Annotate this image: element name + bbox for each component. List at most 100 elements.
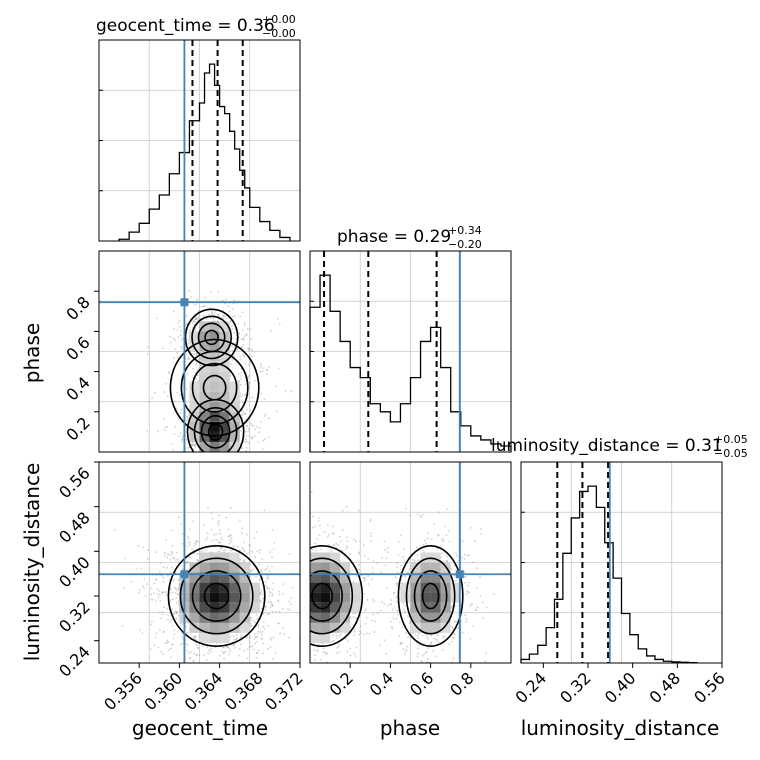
joint-phase-luminosity_distance-point xyxy=(297,560,299,562)
joint-geocent_time-luminosity_distance-point xyxy=(153,644,156,647)
joint-phase-luminosity_distance-density-cell xyxy=(350,582,361,593)
joint-geocent_time-luminosity_distance-density-cell xyxy=(239,592,250,603)
joint-phase-luminosity_distance-point xyxy=(405,648,408,651)
joint-geocent_time-luminosity_distance-point xyxy=(169,571,172,574)
xtick-label-geocent_time: 0.368 xyxy=(221,668,267,714)
joint-geocent_time-phase-contour xyxy=(193,407,238,452)
joint-phase-luminosity_distance-point xyxy=(293,593,295,595)
joint-geocent_time-phase-point xyxy=(164,426,167,429)
joint-phase-luminosity_distance-density-cell xyxy=(330,592,341,603)
joint-geocent_time-phase-point xyxy=(179,334,182,336)
joint-phase-luminosity_distance-point xyxy=(400,641,403,644)
joint-phase-luminosity_distance-point xyxy=(303,548,305,550)
joint-geocent_time-phase-density-cell xyxy=(199,441,210,452)
joint-phase-luminosity_distance-density-cell xyxy=(420,612,431,623)
joint-phase-luminosity_distance-point xyxy=(404,611,407,614)
joint-phase-luminosity_distance-point xyxy=(315,665,317,667)
joint-geocent_time-luminosity_distance-point xyxy=(239,669,241,671)
joint-geocent_time-phase-point xyxy=(180,408,183,411)
joint-geocent_time-phase-contour xyxy=(169,338,260,437)
joint-geocent_time-phase-point xyxy=(188,289,191,292)
joint-phase-luminosity_distance-point xyxy=(390,603,392,606)
joint-phase-luminosity_distance-density-cell xyxy=(430,602,441,613)
joint-geocent_time-luminosity_distance-point xyxy=(167,574,169,577)
joint-phase-luminosity_distance-point xyxy=(290,626,292,628)
title-luminosity_distance-minus: −0.05 xyxy=(714,447,748,460)
joint-geocent_time-luminosity_distance-density-cell xyxy=(219,562,230,573)
joint-geocent_time-phase-point xyxy=(236,348,239,351)
xlabel-luminosity_distance: luminosity_distance xyxy=(521,716,720,740)
joint-phase-luminosity_distance-point xyxy=(275,607,277,609)
joint-geocent_time-phase-point xyxy=(165,383,167,385)
joint-phase-luminosity_distance-point xyxy=(359,630,362,633)
joint-geocent_time-phase-point xyxy=(260,463,262,465)
joint-geocent_time-luminosity_distance-point xyxy=(257,630,260,632)
joint-phase-luminosity_distance-point xyxy=(296,601,298,603)
joint-geocent_time-luminosity_distance-point xyxy=(195,644,198,646)
joint-geocent_time-luminosity_distance-point xyxy=(217,541,220,544)
joint-phase-luminosity_distance-point xyxy=(340,540,343,543)
joint-geocent_time-phase-point xyxy=(247,347,250,350)
joint-phase-luminosity_distance-point xyxy=(424,542,427,545)
joint-geocent_time-luminosity_distance-point xyxy=(257,626,259,628)
joint-phase-luminosity_distance-point xyxy=(277,535,279,537)
joint-phase-luminosity_distance-point xyxy=(338,535,341,538)
joint-geocent_time-luminosity_distance-point xyxy=(264,581,267,583)
joint-geocent_time-luminosity_distance-point xyxy=(171,529,174,532)
joint-geocent_time-phase-point xyxy=(187,341,190,344)
joint-geocent_time-luminosity_distance-point xyxy=(229,534,231,537)
joint-geocent_time-luminosity_distance-point xyxy=(248,552,251,554)
joint-geocent_time-phase-point xyxy=(185,419,188,422)
joint-phase-luminosity_distance-point xyxy=(336,646,339,649)
joint-geocent_time-phase-point xyxy=(197,374,199,377)
joint-phase-luminosity_distance-point xyxy=(297,629,299,631)
joint-phase-luminosity_distance-point xyxy=(278,604,280,606)
joint-geocent_time-phase-point xyxy=(178,325,181,328)
joint-geocent_time-phase-point xyxy=(239,378,242,380)
joint-geocent_time-phase-point xyxy=(224,315,226,317)
joint-geocent_time-luminosity_distance-point xyxy=(143,586,145,589)
joint-geocent_time-phase-point xyxy=(251,396,254,399)
joint-phase-luminosity_distance-point xyxy=(416,553,419,556)
joint-phase-luminosity_distance-point xyxy=(302,524,304,526)
joint-geocent_time-luminosity_distance-point xyxy=(229,535,232,537)
joint-geocent_time-phase-point xyxy=(259,421,262,423)
joint-geocent_time-phase-point xyxy=(194,321,197,323)
joint-phase-luminosity_distance-point xyxy=(293,530,295,532)
joint-geocent_time-phase-point xyxy=(155,317,158,320)
joint-geocent_time-luminosity_distance-contour xyxy=(203,582,230,610)
joint-phase-luminosity_distance-point xyxy=(343,555,345,557)
joint-phase-luminosity_distance-point xyxy=(312,515,314,518)
joint-phase-luminosity_distance-point xyxy=(288,566,290,568)
joint-phase-luminosity_distance-point xyxy=(395,617,398,620)
joint-geocent_time-luminosity_distance-point xyxy=(160,562,162,564)
joint-phase-luminosity_distance-point xyxy=(492,593,495,595)
joint-geocent_time-luminosity_distance-point xyxy=(175,610,178,613)
joint-geocent_time-luminosity_distance-point xyxy=(267,601,270,604)
joint-geocent_time-luminosity_distance-point xyxy=(250,624,253,627)
joint-phase-luminosity_distance-point xyxy=(398,621,401,623)
joint-geocent_time-phase-point xyxy=(191,455,193,457)
joint-geocent_time-luminosity_distance-point xyxy=(197,647,200,650)
joint-geocent_time-luminosity_distance-point xyxy=(271,605,274,607)
joint-geocent_time-luminosity_distance-point xyxy=(261,630,264,633)
joint-geocent_time-luminosity_distance-point xyxy=(176,593,179,595)
joint-geocent_time-phase-point xyxy=(186,373,189,375)
joint-geocent_time-phase-point xyxy=(237,453,239,455)
joint-geocent_time-luminosity_distance-point xyxy=(167,614,170,617)
title-geocent_time-plus: +0.00 xyxy=(262,13,296,26)
joint-phase-luminosity_distance-point xyxy=(437,534,440,536)
marginal-geocent_time-hist xyxy=(118,63,291,241)
joint-phase-luminosity_distance-point xyxy=(293,603,295,605)
joint-phase-luminosity_distance-point xyxy=(297,618,299,620)
joint-geocent_time-luminosity_distance-point xyxy=(255,575,258,578)
joint-phase-luminosity_distance-point xyxy=(442,560,445,563)
joint-phase-luminosity_distance-point xyxy=(485,652,487,654)
joint-phase-luminosity_distance-point xyxy=(293,609,295,611)
joint-geocent_time-phase-point xyxy=(223,470,225,472)
joint-geocent_time-luminosity_distance-density-cell xyxy=(229,602,240,613)
joint-phase-luminosity_distance-point xyxy=(314,525,317,528)
joint-phase-luminosity_distance-point xyxy=(282,502,284,504)
joint-geocent_time-luminosity_distance-point xyxy=(208,649,211,651)
joint-phase-luminosity_distance-point xyxy=(405,507,408,510)
